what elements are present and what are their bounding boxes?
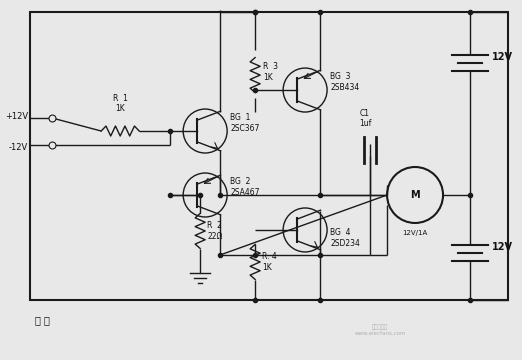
Text: BG  1
2SC367: BG 1 2SC367 <box>230 113 259 133</box>
Text: 图 三: 图 三 <box>35 315 50 325</box>
Text: R  1
1K: R 1 1K <box>113 94 128 113</box>
Text: 12V: 12V <box>492 242 513 252</box>
Text: 电子发烧友
www.elecfans.com: 电子发烧友 www.elecfans.com <box>354 324 406 336</box>
Text: R. 4
1K: R. 4 1K <box>262 252 277 272</box>
Text: 12V: 12V <box>492 52 513 62</box>
Text: R  3
1K: R 3 1K <box>263 62 278 82</box>
Text: 12V/1A: 12V/1A <box>402 230 428 236</box>
Bar <box>30 12 508 300</box>
Text: BG  3
2SB434: BG 3 2SB434 <box>330 72 359 92</box>
Text: -12V: -12V <box>9 143 28 152</box>
Text: BG  4
2SD234: BG 4 2SD234 <box>330 228 360 248</box>
Text: M: M <box>410 190 420 200</box>
Text: C1
1uf: C1 1uf <box>359 109 371 128</box>
Text: R  2
22Ω: R 2 22Ω <box>207 221 222 241</box>
Text: +12V: +12V <box>5 112 28 121</box>
Text: BG  2
2SA467: BG 2 2SA467 <box>230 177 259 197</box>
